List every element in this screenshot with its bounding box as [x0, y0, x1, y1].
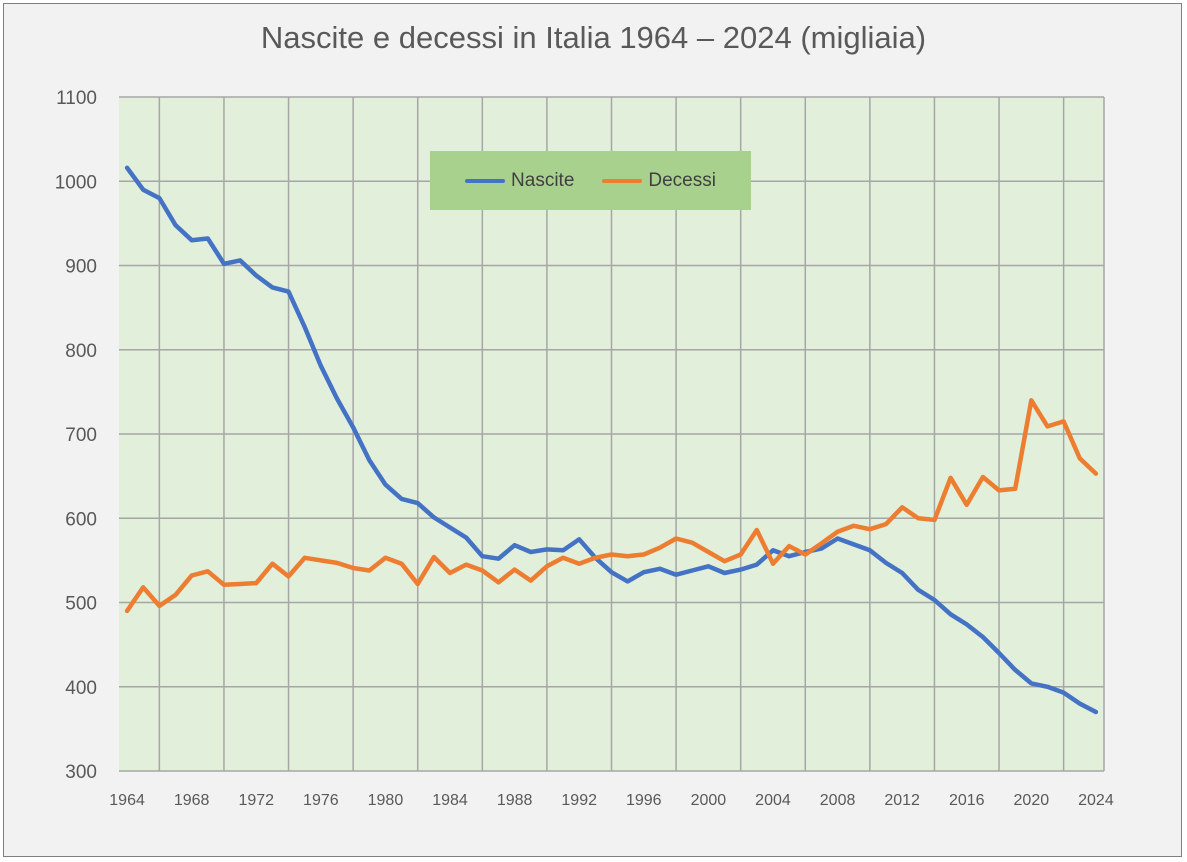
x-tick-label: 1992 — [561, 792, 597, 809]
y-tick-label: 1100 — [56, 88, 97, 109]
y-tick-label: 1000 — [55, 172, 97, 193]
x-tick-label: 2004 — [755, 792, 791, 809]
legend-item-decessi: Decessi — [602, 170, 716, 192]
series-line-nascite — [124, 165, 1099, 715]
y-tick-label: 800 — [65, 341, 97, 362]
legend-label-nascite: Nascite — [511, 169, 575, 191]
x-tick-label: 1980 — [368, 792, 404, 809]
y-tick-label: 700 — [65, 425, 97, 446]
x-tick-label: 2020 — [1014, 792, 1050, 809]
x-tick-label: 1968 — [174, 792, 210, 809]
y-tick-label: 600 — [65, 509, 97, 530]
chart-title: Nascite e decessi in Italia 1964 – 2024 … — [260, 20, 927, 55]
legend-item-nascite: Nascite — [465, 170, 574, 192]
y-tick-label: 300 — [65, 762, 97, 783]
legend-swatch-nascite — [465, 178, 506, 183]
x-tick-label: 2024 — [1078, 792, 1114, 809]
y-tick-label: 500 — [65, 594, 97, 615]
chart-legend: Nascite Decessi — [430, 151, 751, 210]
x-tick-label: 2016 — [949, 792, 985, 809]
x-tick-label: 2008 — [820, 792, 856, 809]
x-tick-label: 1964 — [109, 792, 145, 809]
x-tick-label: 1976 — [303, 792, 339, 809]
legend-label-decessi: Decessi — [648, 169, 716, 191]
legend-swatch-decessi — [602, 178, 643, 183]
x-tick-label: 1984 — [432, 792, 468, 809]
x-tick-label: 2000 — [691, 792, 727, 809]
y-tick-label: 900 — [65, 257, 97, 278]
y-tick-label: 400 — [65, 678, 97, 699]
x-tick-label: 1972 — [238, 792, 274, 809]
x-tick-label: 1996 — [626, 792, 662, 809]
x-tick-label: 1988 — [497, 792, 533, 809]
x-tick-label: 2012 — [884, 792, 920, 809]
series-line-decessi — [124, 398, 1099, 614]
